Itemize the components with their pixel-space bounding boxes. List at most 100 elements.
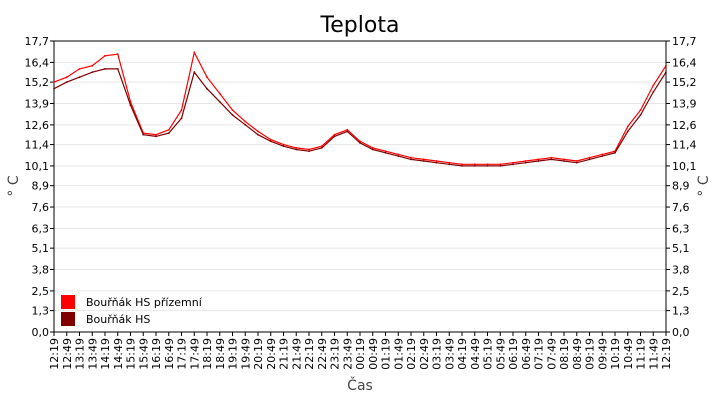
data-point <box>575 160 578 162</box>
x-tick-label: 07:19 <box>533 338 546 370</box>
data-point <box>320 145 323 148</box>
y-tick-label: 13,9 <box>25 97 50 110</box>
data-point <box>384 151 387 154</box>
data-point <box>371 147 374 149</box>
data-point <box>295 147 298 149</box>
data-point <box>397 153 400 156</box>
y-tick-label-right: 13,9 <box>672 97 697 110</box>
x-tick-label: 01:19 <box>380 338 393 370</box>
data-point <box>639 114 642 116</box>
data-point <box>231 109 234 111</box>
x-tick-label: 16:19 <box>150 338 163 370</box>
x-tick-label: 04:49 <box>469 338 482 370</box>
y-axis-left: 0,0 1,3 2,5 3,8 5,1 6,3 7,6 8,9 10,1 11,4 12,6 13,9… <box>25 35 54 339</box>
x-tick-label: 00:19 <box>354 338 367 370</box>
data-point <box>524 161 527 164</box>
data-point <box>206 87 208 90</box>
data-point <box>665 71 667 74</box>
y-tick-label-right: 17,7 <box>672 35 697 48</box>
data-point <box>282 145 285 148</box>
x-tick-label: 13:49 <box>86 338 99 370</box>
x-tick-label: 08:19 <box>558 338 571 370</box>
data-point <box>499 163 502 166</box>
x-tick-label: 17:19 <box>176 338 189 370</box>
x-tick-label: 20:49 <box>265 338 278 370</box>
data-point <box>626 130 629 133</box>
plot-frame <box>53 40 667 333</box>
data-point <box>359 142 361 144</box>
x-tick-label: 17:49 <box>188 338 201 370</box>
y-tick-label: 17,7 <box>25 35 50 48</box>
series-line <box>53 68 667 167</box>
data-point <box>333 135 336 138</box>
y-tick-label: 1,3 <box>32 305 50 318</box>
data-point <box>91 64 94 67</box>
data-point <box>588 158 591 161</box>
data-point <box>257 130 259 133</box>
y-tick-label-right: 11,4 <box>672 139 697 152</box>
data-point <box>461 163 463 166</box>
data-point <box>435 160 438 162</box>
legend-label: Bouřňák HS <box>86 313 150 326</box>
data-point <box>180 109 183 111</box>
x-tick-label: 23:49 <box>341 338 354 370</box>
legend-swatch <box>61 295 75 309</box>
y-tick-label: 12,6 <box>25 119 50 132</box>
data-point <box>601 155 604 158</box>
legend-label: Bouřňák HS přízemní <box>86 296 203 309</box>
x-tick-label: 21:49 <box>290 338 303 370</box>
data-point <box>410 158 412 161</box>
legend-swatch <box>61 312 75 326</box>
data-point <box>308 148 310 151</box>
x-tick-label: 15:19 <box>125 338 138 370</box>
data-point <box>320 147 323 149</box>
y-tick-label-right: 6,3 <box>672 222 690 235</box>
x-tick-label: 14:19 <box>99 338 112 370</box>
y-tick-label: 10,1 <box>25 160 50 173</box>
data-point <box>384 150 387 153</box>
data-point <box>269 138 272 141</box>
x-tick-label: 05:49 <box>494 338 507 370</box>
x-tick-label: 08:49 <box>571 338 584 370</box>
legend: Bouřňák HS přízemní Bouřňák HS <box>61 295 203 326</box>
y-axis-right: 0,0 1,3 2,5 3,8 5,1 6,3 7,6 8,9 10,1 11,4 12,6 13,9… <box>666 35 697 339</box>
x-tick-label: 12:19 <box>48 338 61 370</box>
data-point <box>333 133 336 136</box>
data-point <box>193 51 196 54</box>
x-tick-label: 20:19 <box>252 338 265 370</box>
data-point <box>550 156 553 159</box>
y-tick-label: 5,1 <box>32 242 50 255</box>
data-point <box>550 158 553 161</box>
data-point <box>371 148 374 151</box>
data-point <box>410 156 412 159</box>
data-point <box>65 76 68 79</box>
x-tick-label: 16:49 <box>163 338 176 370</box>
y-tick-label: 8,9 <box>32 180 50 193</box>
data-point <box>499 165 502 167</box>
series-layer <box>53 50 667 167</box>
data-point <box>422 160 425 162</box>
data-point <box>53 81 55 83</box>
data-point <box>512 163 514 166</box>
y-axis-label-right: ° C <box>696 175 712 196</box>
data-point <box>193 71 196 74</box>
y-axis-label-left: ° C <box>6 175 22 196</box>
x-tick-label: 11:19 <box>635 338 648 370</box>
data-point <box>652 91 655 93</box>
data-point <box>473 165 476 167</box>
x-tick-label: 01:49 <box>392 338 405 370</box>
grid-lines <box>54 61 666 312</box>
data-point <box>167 132 170 135</box>
data-point <box>563 160 565 162</box>
x-tick-label: 19:49 <box>239 338 252 370</box>
x-tick-label: 02:19 <box>405 338 418 370</box>
x-tick-label: 05:19 <box>482 338 495 370</box>
data-point <box>512 161 514 164</box>
y-tick-label-right: 10,1 <box>672 160 697 173</box>
data-point <box>116 53 119 56</box>
x-tick-label: 23:19 <box>329 338 342 370</box>
data-point <box>422 158 425 161</box>
x-tick-label: 03:19 <box>431 338 444 370</box>
data-point <box>180 117 183 120</box>
